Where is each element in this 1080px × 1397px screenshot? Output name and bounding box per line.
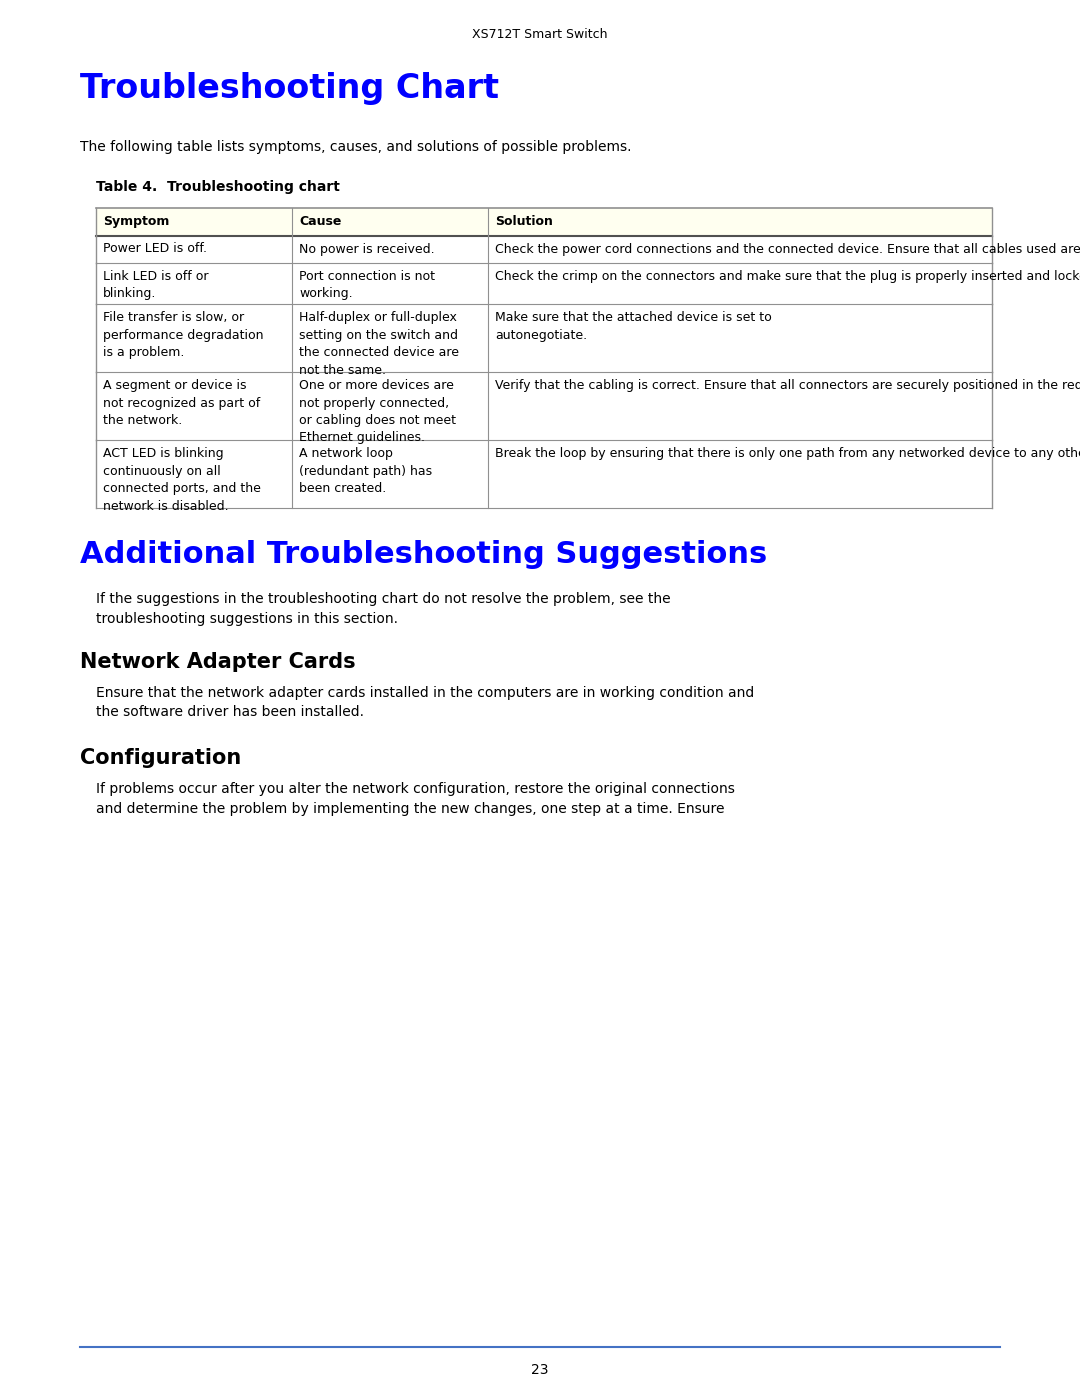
Text: If problems occur after you alter the network configuration, restore the origina: If problems occur after you alter the ne… <box>96 782 734 816</box>
Text: A network loop
(redundant path) has
been created.: A network loop (redundant path) has been… <box>299 447 432 495</box>
Text: File transfer is slow, or
performance degradation
is a problem.: File transfer is slow, or performance de… <box>103 312 264 359</box>
Text: Make sure that the attached device is set to
autonegotiate.: Make sure that the attached device is se… <box>495 312 772 341</box>
Text: No power is received.: No power is received. <box>299 243 434 256</box>
Bar <box>96 208 993 236</box>
Text: Check the power cord connections and the connected device. Ensure that all cable: Check the power cord connections and the… <box>495 243 1080 256</box>
Text: Configuration: Configuration <box>80 747 241 768</box>
Text: Ensure that the network adapter cards installed in the computers are in working : Ensure that the network adapter cards in… <box>96 686 754 719</box>
Text: Solution: Solution <box>495 215 553 228</box>
Text: Network Adapter Cards: Network Adapter Cards <box>80 652 355 672</box>
Text: ACT LED is blinking
continuously on all
connected ports, and the
network is disa: ACT LED is blinking continuously on all … <box>103 447 261 513</box>
Text: Break the loop by ensuring that there is only one path from any networked device: Break the loop by ensuring that there is… <box>495 447 1080 460</box>
Text: Table 4.  Troubleshooting chart: Table 4. Troubleshooting chart <box>96 180 340 194</box>
Text: A segment or device is
not recognized as part of
the network.: A segment or device is not recognized as… <box>103 379 260 427</box>
Text: Power LED is off.: Power LED is off. <box>103 243 207 256</box>
Text: Symptom: Symptom <box>103 215 170 228</box>
Text: Verify that the cabling is correct. Ensure that all connectors are securely posi: Verify that the cabling is correct. Ensu… <box>495 379 1080 393</box>
Text: Check the crimp on the connectors and make sure that the plug is properly insert: Check the crimp on the connectors and ma… <box>495 270 1080 284</box>
Text: Cause: Cause <box>299 215 341 228</box>
Text: Additional Troubleshooting Suggestions: Additional Troubleshooting Suggestions <box>80 541 767 569</box>
Text: XS712T Smart Switch: XS712T Smart Switch <box>472 28 608 41</box>
Text: If the suggestions in the troubleshooting chart do not resolve the problem, see : If the suggestions in the troubleshootin… <box>96 592 671 626</box>
Text: The following table lists symptoms, causes, and solutions of possible problems.: The following table lists symptoms, caus… <box>80 140 632 154</box>
Text: 23: 23 <box>531 1363 549 1377</box>
Text: One or more devices are
not properly connected,
or cabling does not meet
Etherne: One or more devices are not properly con… <box>299 379 456 444</box>
Text: Port connection is not
working.: Port connection is not working. <box>299 270 435 300</box>
Text: Link LED is off or
blinking.: Link LED is off or blinking. <box>103 270 208 300</box>
Text: Troubleshooting Chart: Troubleshooting Chart <box>80 73 499 105</box>
Text: Half-duplex or full-duplex
setting on the switch and
the connected device are
no: Half-duplex or full-duplex setting on th… <box>299 312 459 377</box>
